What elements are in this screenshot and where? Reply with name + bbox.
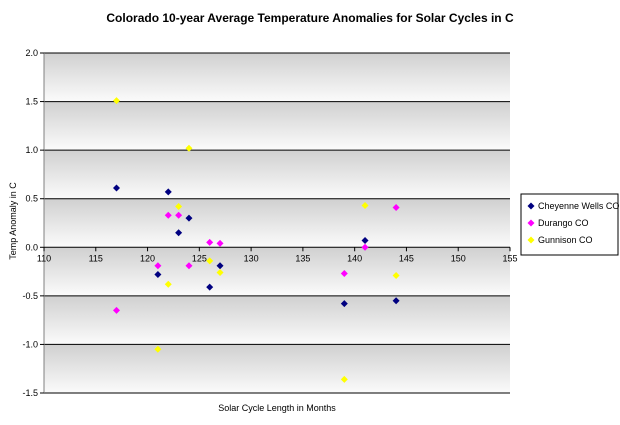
legend-marker bbox=[527, 236, 535, 244]
data-point bbox=[392, 203, 400, 211]
data-point bbox=[164, 188, 172, 196]
plot-band bbox=[44, 53, 510, 102]
data-point bbox=[164, 211, 172, 219]
x-tick-label: 115 bbox=[89, 253, 103, 263]
data-point bbox=[361, 202, 369, 210]
x-tick-label: 155 bbox=[502, 253, 517, 263]
data-point bbox=[112, 306, 120, 314]
data-point bbox=[175, 229, 183, 237]
plot-band bbox=[44, 101, 510, 151]
data-point bbox=[216, 269, 224, 277]
y-tick-label: -1.0 bbox=[22, 339, 38, 349]
data-point bbox=[216, 239, 224, 247]
data-point bbox=[206, 283, 214, 291]
data-point bbox=[185, 144, 193, 152]
data-point bbox=[175, 202, 183, 210]
x-tick-label: 145 bbox=[399, 253, 414, 263]
data-point bbox=[216, 262, 224, 270]
data-point bbox=[340, 270, 348, 278]
data-point bbox=[361, 236, 369, 244]
legend-marker bbox=[527, 202, 535, 210]
x-tick-label: 120 bbox=[140, 253, 155, 263]
x-tick-label: 135 bbox=[295, 253, 310, 263]
y-tick-label: 1.0 bbox=[25, 145, 38, 155]
data-point bbox=[112, 184, 120, 192]
data-point bbox=[154, 262, 162, 270]
data-point bbox=[154, 345, 162, 353]
plot-band bbox=[44, 198, 510, 248]
data-point bbox=[392, 271, 400, 279]
data-point bbox=[154, 270, 162, 278]
y-tick-label: -0.5 bbox=[22, 291, 38, 301]
x-tick-label: 150 bbox=[451, 253, 466, 263]
data-point bbox=[175, 211, 183, 219]
data-point bbox=[340, 375, 348, 383]
plot-band bbox=[44, 150, 510, 199]
legend-marker bbox=[527, 219, 535, 227]
x-tick-label: 140 bbox=[347, 253, 362, 263]
plot-band bbox=[44, 247, 510, 296]
y-tick-label: -1.5 bbox=[22, 388, 38, 398]
plot-band bbox=[44, 344, 510, 393]
y-tick-label: 0.5 bbox=[25, 194, 38, 204]
data-point bbox=[361, 243, 369, 251]
y-tick-label: 0.0 bbox=[25, 242, 38, 252]
legend-label: Gunnison CO bbox=[538, 235, 593, 245]
chart-title: Colorado 10-year Average Temperature Ano… bbox=[106, 11, 514, 25]
x-tick-label: 125 bbox=[192, 253, 207, 263]
data-point bbox=[185, 262, 193, 270]
y-tick-label: 1.5 bbox=[25, 97, 38, 107]
legend-label: Durango CO bbox=[538, 218, 589, 228]
data-point bbox=[112, 97, 120, 105]
y-axis-title: Temp Anomaly in C bbox=[8, 182, 18, 260]
data-point bbox=[392, 297, 400, 305]
x-tick-label: 130 bbox=[244, 253, 259, 263]
legend-label: Cheyenne Wells CO bbox=[538, 201, 619, 211]
y-tick-label: 2.0 bbox=[25, 48, 38, 58]
data-point bbox=[206, 238, 214, 246]
data-point bbox=[206, 257, 214, 265]
data-point bbox=[185, 214, 193, 222]
legend-box bbox=[520, 193, 619, 256]
legend: Cheyenne Wells CO Durango CO Gunnison CO bbox=[520, 193, 619, 256]
x-axis-title: Solar Cycle Length in Months bbox=[218, 403, 336, 413]
data-point bbox=[340, 300, 348, 308]
plot-band bbox=[44, 295, 510, 345]
data-point bbox=[164, 280, 172, 288]
x-tick-label: 110 bbox=[37, 253, 51, 263]
